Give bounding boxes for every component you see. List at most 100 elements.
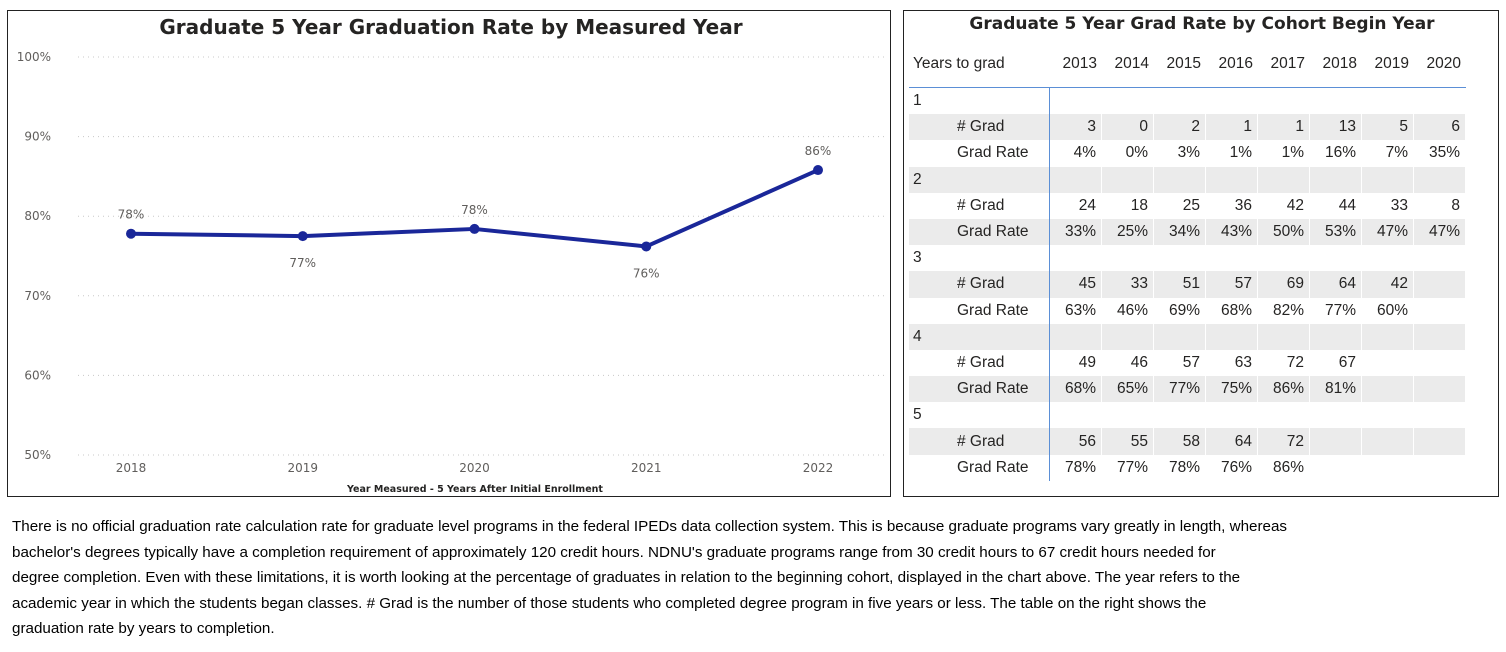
y-tick-label: 90% [24, 130, 51, 144]
group-row: 2 [909, 166, 1466, 193]
table-cell: 72 [1258, 428, 1310, 455]
table-cell [1310, 88, 1362, 114]
table-cell: 75% [1206, 376, 1258, 403]
table-row: # Grad 3 0 2 1 1 13 5 6 [909, 114, 1466, 141]
table-cell: 57 [1182, 353, 1200, 371]
x-tick-label: 2018 [116, 461, 147, 475]
table-cell [1362, 376, 1414, 403]
table-cell: 24 [1078, 196, 1096, 214]
table-header-row: Years to grad 2013 2014 2015 2016 2017 2018 20… [909, 41, 1466, 88]
table-row: # Grad 24 18 25 36 42 44 33 8 [909, 192, 1466, 219]
column-header[interactable]: 2018 [1310, 41, 1362, 88]
row-label: # Grad [909, 114, 1050, 141]
group-row: 1 [909, 88, 1466, 115]
table-cell: 34% [1154, 218, 1206, 246]
table-cell [1414, 323, 1466, 350]
table-cell: 13 [1310, 114, 1362, 141]
table-cell [1050, 402, 1102, 428]
table-cell: 47% [1362, 218, 1414, 246]
row-label: Grad Rate [909, 218, 1050, 246]
table-cell [1102, 166, 1154, 193]
table-cell: 6 [1414, 114, 1466, 141]
table-cell: 1% [1281, 144, 1304, 162]
table-cell [1206, 402, 1258, 428]
row-label: # Grad [909, 271, 1050, 298]
row-label: Grad Rate [909, 454, 1050, 481]
table-cell: 47% [1414, 218, 1466, 246]
table-cell: 18 [1130, 196, 1148, 214]
table-cell [1258, 166, 1310, 193]
y-tick-label: 80% [24, 209, 51, 223]
table-cell: 33 [1102, 271, 1154, 298]
row-label: 5 [909, 402, 1050, 429]
table-cell: 5 [1362, 114, 1414, 141]
table-cell [1206, 245, 1258, 271]
table-cell [1102, 323, 1154, 350]
description-line: academic year in which the students bega… [12, 594, 1207, 612]
x-tick-label: 2021 [631, 461, 662, 475]
column-header[interactable]: 2019 [1362, 41, 1414, 88]
table-cell: 0% [1125, 144, 1148, 162]
description-line: graduation rate by years to completion. [12, 620, 275, 638]
table-cell: 8 [1451, 196, 1460, 214]
column-header[interactable]: 2017 [1258, 41, 1310, 88]
table-cell [1102, 245, 1154, 271]
table-cell: 3% [1177, 144, 1200, 162]
table-cell: 58 [1154, 428, 1206, 455]
table-cell [1102, 88, 1154, 114]
table-cell [1154, 323, 1206, 350]
table-cell: 77% [1154, 376, 1206, 403]
table-cell: 69% [1168, 301, 1200, 319]
column-header[interactable]: 2013 [1050, 41, 1102, 88]
table-cell [1414, 88, 1466, 114]
table-cell: 86% [1258, 376, 1310, 403]
table-cell [1258, 88, 1310, 114]
table-cell [1414, 455, 1466, 481]
data-point [469, 223, 480, 234]
table-row: Grad Rate 78% 77% 78% 76% 86% [909, 454, 1466, 481]
table-cell: 63% [1064, 301, 1096, 319]
table-cell [1414, 402, 1466, 428]
table-cell: 42 [1286, 196, 1304, 214]
row-header[interactable]: Years to grad [909, 41, 1050, 88]
table-cell: 69 [1258, 271, 1310, 298]
y-tick-label: 70% [24, 289, 51, 303]
row-label: 4 [909, 323, 1050, 350]
table-title: Graduate 5 Year Grad Rate by Cohort Begi… [969, 14, 1435, 34]
table-cell: 77% [1116, 458, 1148, 476]
table-cell: 1% [1229, 144, 1252, 162]
table-cell: 51 [1154, 271, 1206, 298]
row-label: Grad Rate [909, 140, 1050, 167]
data-label: 78% [118, 208, 145, 222]
table-cell: 2 [1154, 114, 1206, 141]
table-cell: 50% [1258, 218, 1310, 246]
table-cell: 3 [1050, 114, 1102, 141]
row-label: 3 [909, 245, 1050, 272]
table-cell: 57 [1206, 271, 1258, 298]
row-label: # Grad [909, 192, 1050, 219]
column-header[interactable]: 2015 [1154, 41, 1206, 88]
column-header[interactable]: 2016 [1206, 41, 1258, 88]
data-point [813, 165, 823, 176]
table-cell [1310, 455, 1362, 481]
y-tick-label: 60% [24, 368, 51, 382]
table-cell [1310, 245, 1362, 271]
column-header[interactable]: 2020 [1414, 41, 1466, 88]
table-cell: 49 [1078, 353, 1096, 371]
table-cell: 76% [1220, 458, 1252, 476]
table-cell: 63 [1234, 353, 1252, 371]
table-row: # Grad 45 33 51 57 69 64 42 [909, 271, 1466, 298]
x-tick-label: 2022 [803, 461, 834, 475]
table-row: Grad Rate 68% 65% 77% 75% 86% 81% [909, 376, 1466, 403]
table-cell: 65% [1102, 376, 1154, 403]
cohort-table-panel: Graduate 5 Year Grad Rate by Cohort Begi… [903, 10, 1499, 497]
data-point [641, 241, 652, 252]
table-cell: 77% [1324, 301, 1356, 319]
row-label: # Grad [909, 349, 1050, 377]
table-cell: 35% [1428, 144, 1460, 162]
table-cell: 64 [1206, 428, 1258, 455]
column-header[interactable]: 2014 [1102, 41, 1154, 88]
table-cell: 68% [1220, 301, 1252, 319]
description-line: There is no official graduation rate cal… [12, 518, 1288, 535]
row-label: # Grad [909, 428, 1050, 455]
